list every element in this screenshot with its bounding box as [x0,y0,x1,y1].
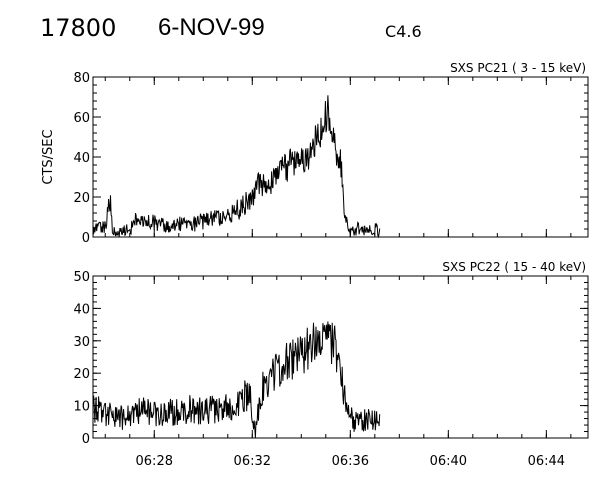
y-axis-label: CTS/SEC [41,129,56,184]
panel-pc21: SXS PC21 ( 3 - 15 keV) 0 20 40 60 80 CTS/SEC [41,61,589,246]
x-tick-label: 06:36 [332,454,369,469]
x-tick-label: 06:40 [430,454,467,469]
x-tick-label: 06:44 [528,454,565,469]
y-tick-label: 50 [73,270,90,285]
panel-title: SXS PC21 ( 3 - 15 keV) [450,61,586,75]
y-tick-label: 40 [73,151,90,166]
event-date: 6-NOV-99 [158,14,265,41]
y-tick-label: 0 [82,231,90,246]
y-tick-label: 80 [73,71,90,86]
x-tick-label: 06:32 [234,454,271,469]
y-tick-label: 60 [73,111,90,126]
y-tick-label: 30 [73,335,90,350]
y-tick-label: 10 [73,400,90,415]
count-rate-line [92,321,381,438]
y-tick-label: 20 [73,191,90,206]
panel-pc22: SXS PC22 ( 15 - 40 keV) 0 10 20 30 40 50 06:28 0… [73,260,589,469]
plot-frame [92,275,589,439]
y-tick-label: 40 [73,302,90,317]
count-rate-line [92,95,381,239]
panel-title: SXS PC22 ( 15 - 40 keV) [442,260,586,274]
y-tick-label: 20 [73,367,90,382]
y-tick-label: 0 [82,432,90,447]
flare-class: C4.6 [385,22,422,41]
x-tick-label: 06:28 [136,454,173,469]
event-number: 17800 [40,14,117,42]
